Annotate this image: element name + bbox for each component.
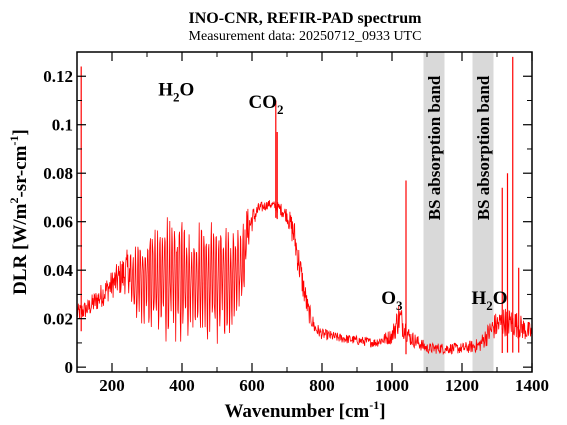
annotation-co2: CO2 — [249, 92, 284, 117]
y-tick-label-3: 0.06 — [43, 213, 73, 232]
y-tick-label-0: 0 — [65, 358, 74, 377]
y-tick-label-4: 0.08 — [43, 164, 73, 183]
x-tick-label-1200: 1200 — [445, 376, 479, 395]
x-tick-label-800: 800 — [309, 376, 335, 395]
absorption-band-2 — [472, 52, 494, 372]
y-tick-label-6: 0.12 — [43, 67, 73, 86]
x-tick-label-1000: 1000 — [375, 376, 409, 395]
annotation-h2o-right: H2O — [471, 288, 507, 313]
absorption-bands: BS absorption band BS absorption band — [423, 52, 494, 372]
annotation-h2o-left: H2O — [158, 80, 194, 105]
x-axis-label: Wavenumber [cm-1] — [224, 398, 385, 422]
x-tick-label-200: 200 — [99, 376, 125, 395]
absorption-band-label-1: BS absorption band — [425, 75, 444, 220]
y-axis-label: DLR [W/m2-sr-cm-1] — [7, 129, 31, 295]
spectrum-line — [77, 200, 532, 356]
annotation-o3: O3 — [381, 288, 403, 313]
absorption-band-label-2: BS absorption band — [474, 75, 493, 220]
y-tick-label-2: 0.04 — [43, 261, 73, 280]
absorption-band-1 — [423, 52, 445, 372]
plot-frame — [76, 51, 533, 373]
y-tick-label-5: 0.1 — [52, 116, 73, 135]
x-tick-label-600: 600 — [239, 376, 265, 395]
annotations: H2O CO2 O3 H2O — [158, 80, 507, 313]
y-axis: 0 0.02 0.04 0.06 0.08 0.1 0.12 — [43, 67, 532, 377]
x-tick-label-1400: 1400 — [515, 376, 549, 395]
chart-subtitle: Measurement data: 20250712_0933 UTC — [189, 29, 422, 44]
x-axis: 200 400 600 800 1000 1200 1400 — [76, 52, 549, 395]
chart-title: INO-CNR, REFIR-PAD spectrum — [188, 10, 422, 27]
y-tick-label-1: 0.02 — [43, 310, 73, 329]
x-tick-label-400: 400 — [169, 376, 195, 395]
spectrum-trace — [77, 56, 532, 356]
